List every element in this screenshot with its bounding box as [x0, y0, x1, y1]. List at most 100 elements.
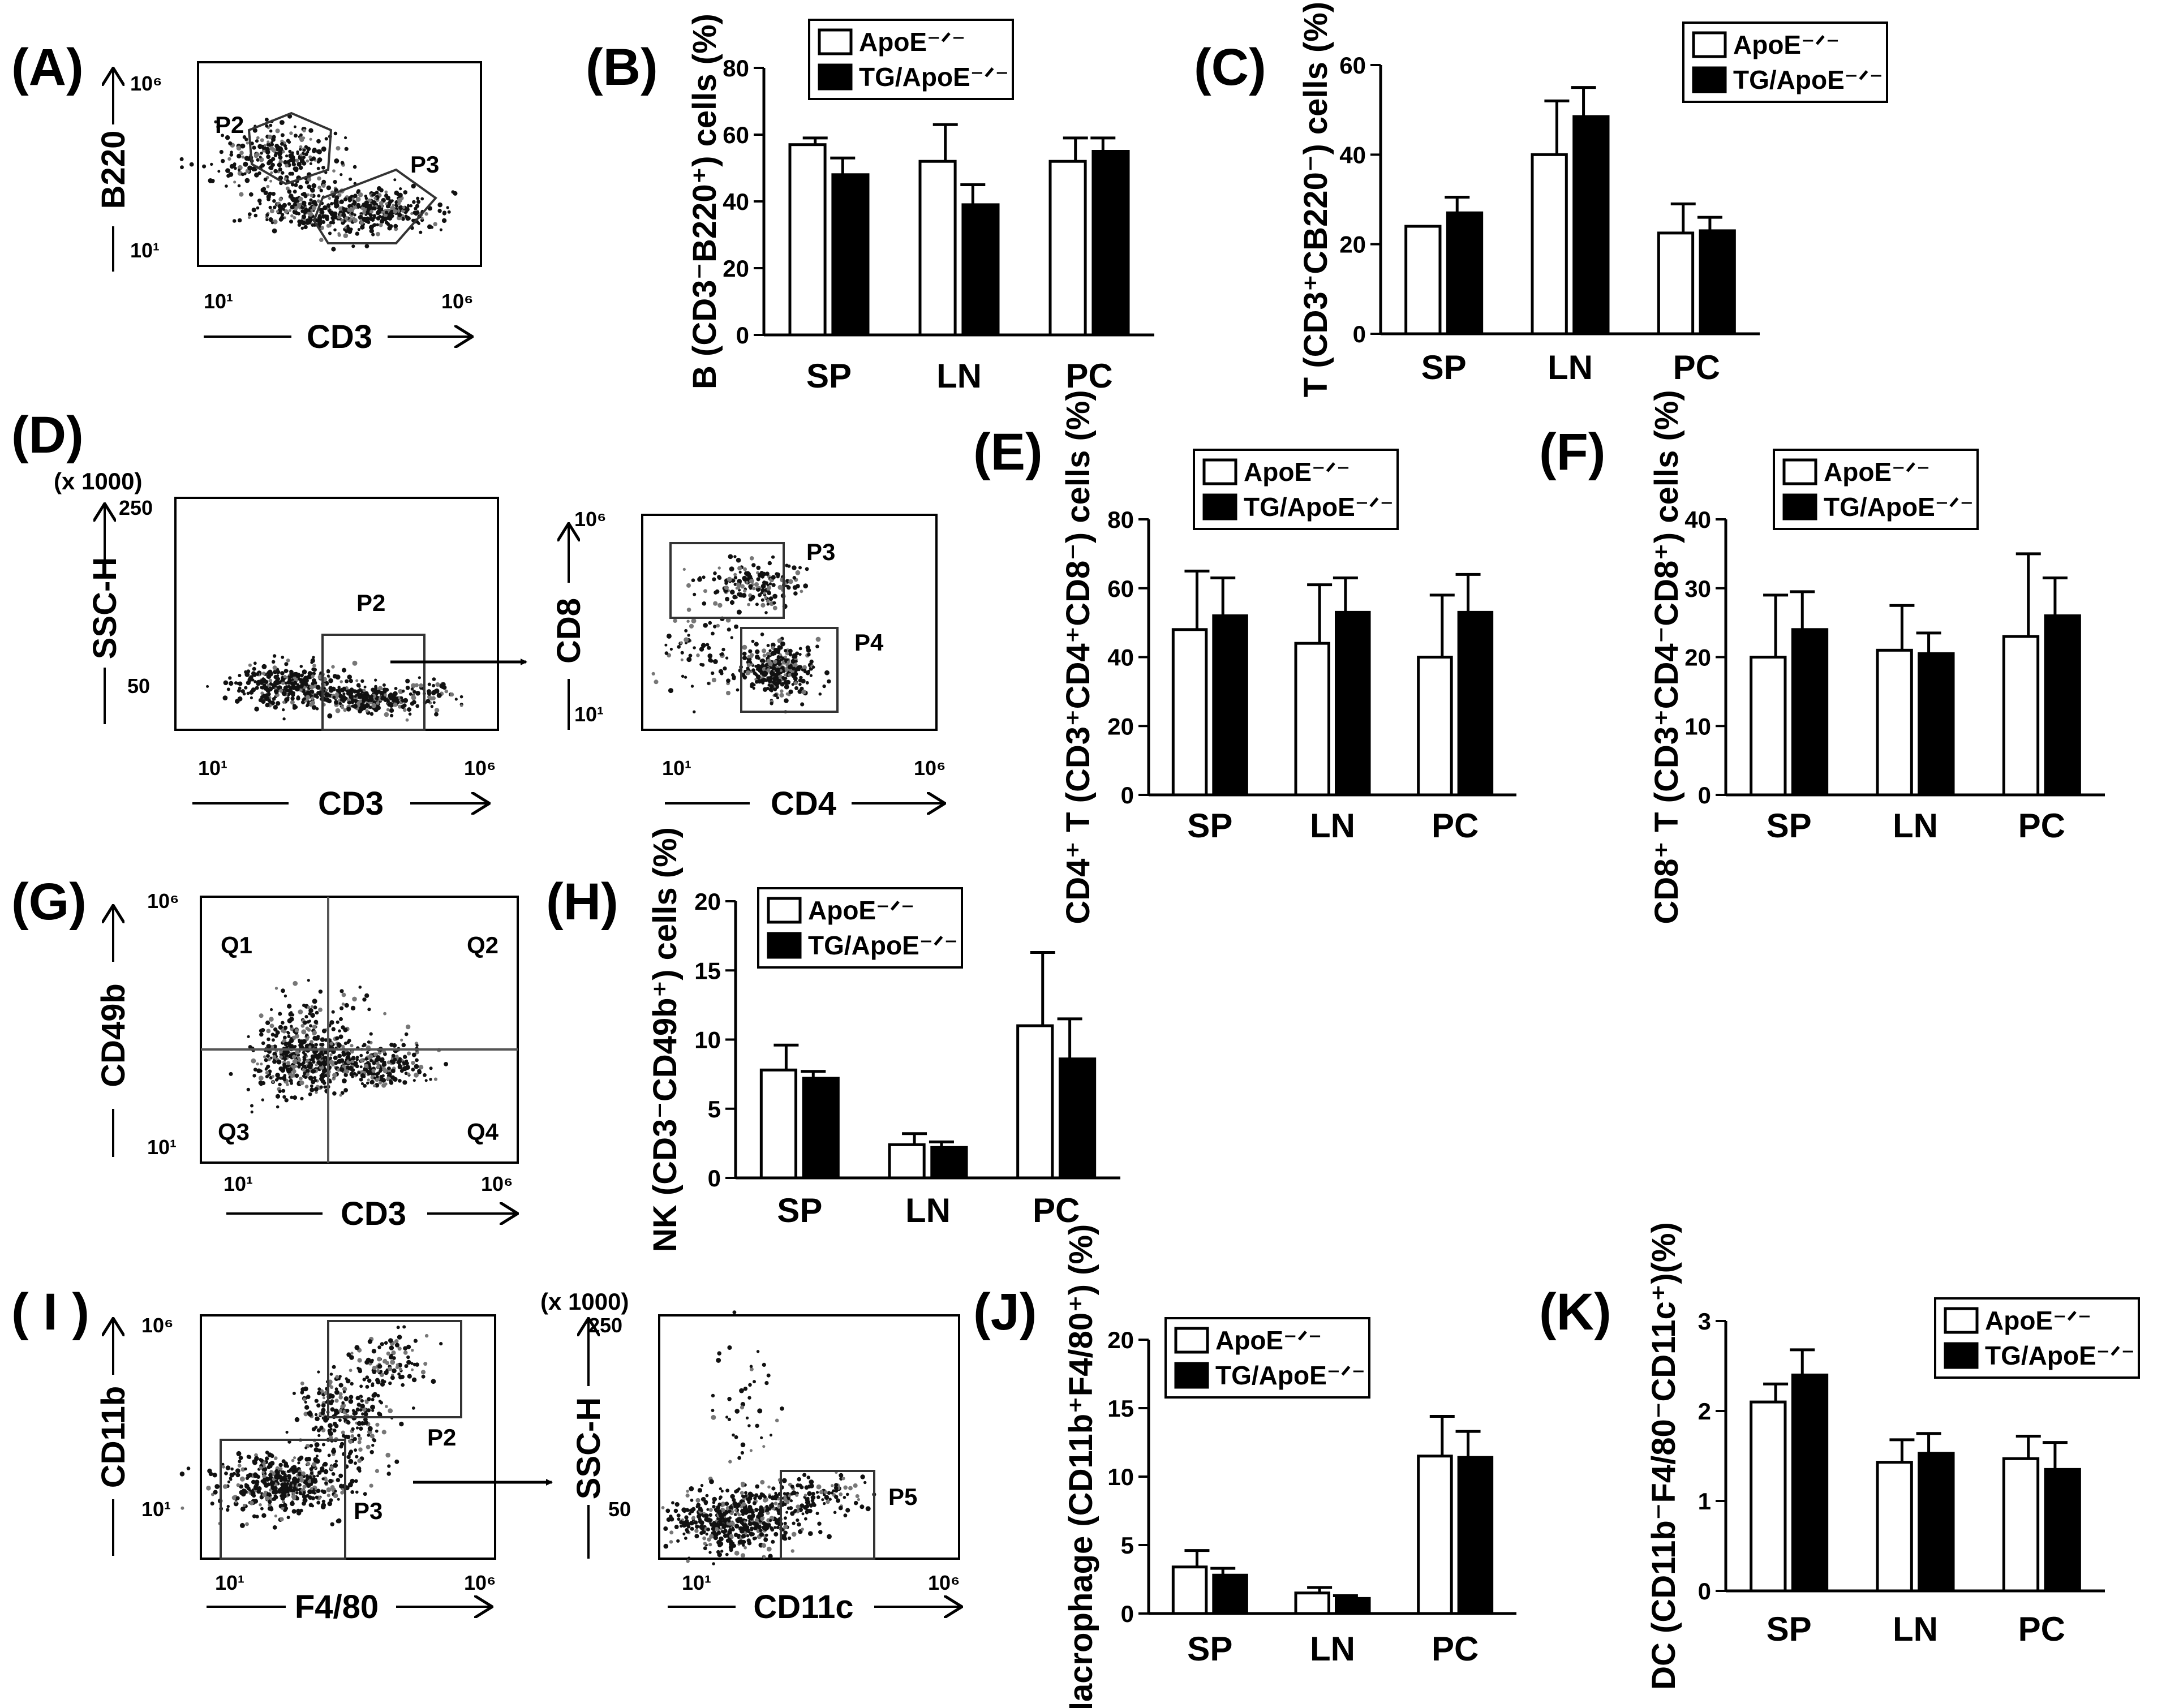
event-dot — [684, 676, 687, 679]
event-dot — [355, 1426, 359, 1430]
event-dot — [783, 1521, 787, 1525]
event-dot — [406, 1359, 411, 1365]
event-dot — [239, 192, 244, 197]
event-dot — [421, 1374, 426, 1379]
event-dot — [429, 1078, 432, 1081]
event-dot — [376, 1071, 380, 1075]
event-dot — [427, 682, 431, 686]
event-dot — [313, 1019, 319, 1025]
event-dot — [235, 1496, 240, 1500]
event-dot — [264, 1484, 268, 1487]
event-dot — [712, 1500, 716, 1504]
event-dot — [798, 682, 802, 686]
event-dot — [746, 1538, 751, 1543]
event-dot — [717, 1502, 722, 1507]
event-dot — [749, 1367, 754, 1371]
event-dot — [726, 691, 730, 695]
event-dot — [286, 1061, 291, 1065]
event-dot — [377, 1364, 383, 1369]
event-dot — [356, 1466, 362, 1472]
event-dot — [728, 1505, 733, 1509]
event-dot — [740, 1491, 744, 1495]
event-dot — [767, 655, 771, 659]
y-axis-title: NK (CD3⁻CD49b⁺) cells (%) — [647, 827, 684, 1252]
event-dot — [685, 1529, 690, 1534]
event-dot — [433, 1077, 438, 1081]
event-dot — [232, 219, 237, 223]
event-dot — [376, 1369, 380, 1373]
event-dot — [248, 663, 252, 667]
bar-apoe — [1016, 1024, 1054, 1180]
event-dot — [320, 1037, 325, 1042]
event-dot — [400, 1038, 403, 1042]
event-dot — [270, 1453, 274, 1457]
event-dot — [401, 1383, 405, 1387]
event-dot — [800, 686, 804, 691]
event-dot — [347, 674, 352, 679]
panel-letter-c: (C) — [1194, 38, 1266, 96]
event-dot — [276, 1075, 281, 1080]
event-dot — [734, 1435, 738, 1439]
event-dot — [743, 567, 747, 571]
event-dot — [312, 664, 316, 668]
event-dot — [729, 1541, 734, 1547]
bar-apoe — [918, 160, 957, 337]
event-dot — [371, 1409, 375, 1412]
flow-frame — [197, 61, 482, 267]
event-dot — [256, 1062, 259, 1066]
event-dot — [259, 202, 262, 205]
event-dot — [810, 1495, 816, 1500]
event-dot — [337, 215, 341, 220]
event-dot — [332, 1091, 337, 1096]
event-dot — [337, 233, 341, 237]
event-dot — [375, 1061, 380, 1065]
y-decade-low: 10¹ — [574, 703, 604, 726]
event-dot — [709, 1479, 714, 1485]
event-dot — [700, 1526, 705, 1531]
event-dot — [796, 1504, 801, 1509]
dot-cloud — [229, 979, 448, 1114]
event-dot — [232, 164, 237, 168]
event-dot — [703, 1546, 707, 1551]
event-dot — [294, 183, 298, 187]
event-dot — [273, 169, 278, 174]
event-dot — [411, 683, 416, 689]
event-dot — [350, 1382, 354, 1386]
event-dot — [308, 1045, 312, 1049]
x-decade-low: 10¹ — [224, 1172, 253, 1195]
bar-tg-apoe — [1446, 211, 1484, 335]
event-dot — [257, 199, 262, 203]
event-dot — [776, 572, 780, 577]
event-dot — [743, 1387, 748, 1391]
y-tick-label: 3 — [1698, 1308, 1711, 1335]
event-dot — [711, 1409, 715, 1413]
event-dot — [430, 705, 434, 708]
event-dot — [321, 1499, 326, 1504]
event-dot — [255, 686, 259, 690]
event-dot — [359, 1058, 364, 1063]
event-dot — [770, 670, 774, 674]
event-dot — [387, 1066, 390, 1070]
y-tick-label: 0 — [1698, 1578, 1711, 1604]
event-dot — [403, 1346, 407, 1351]
category-label: PC — [1432, 1630, 1479, 1668]
event-dot — [727, 1397, 732, 1401]
event-dot — [706, 643, 710, 647]
event-dot — [302, 1039, 307, 1044]
panel-letter-g: (G) — [11, 873, 87, 931]
category-label: PC — [2018, 1610, 2065, 1648]
event-dot — [342, 692, 346, 696]
event-dot — [277, 1489, 282, 1494]
legend-label: ApoE⁻ᐟ⁻ — [1215, 1326, 1322, 1355]
event-dot — [280, 213, 285, 217]
event-dot — [275, 1094, 281, 1099]
event-dot — [294, 1028, 299, 1032]
event-dot — [353, 165, 357, 169]
event-dot — [394, 687, 398, 690]
event-dot — [744, 1507, 749, 1512]
event-dot — [684, 1537, 687, 1540]
event-dot — [311, 674, 315, 678]
event-dot — [250, 1490, 255, 1494]
event-dot — [356, 1402, 361, 1407]
event-dot — [365, 709, 369, 713]
